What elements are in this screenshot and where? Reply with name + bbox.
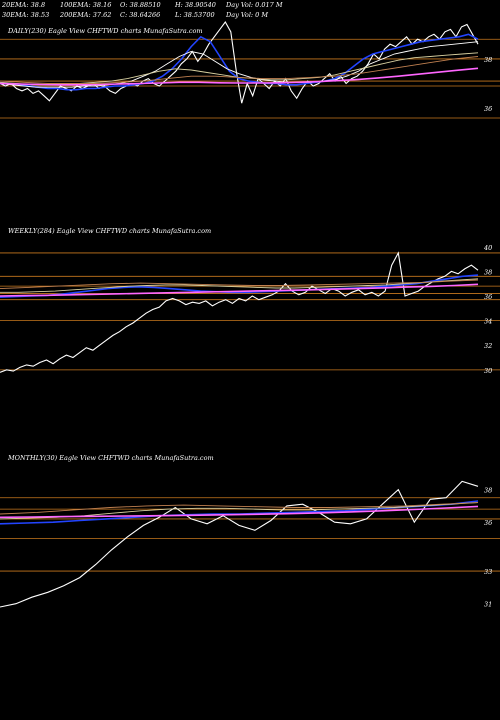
y-tick-label: 38 bbox=[484, 487, 492, 495]
y-tick-label: 33 bbox=[484, 568, 492, 576]
y-tick-label: 32 bbox=[484, 342, 492, 350]
stat-20ema: 20EMA: 38.8 bbox=[1, 1, 45, 9]
y-tick-label: 38 bbox=[484, 56, 492, 64]
series-c08050-line bbox=[0, 502, 479, 515]
series-c08050-line bbox=[0, 279, 479, 290]
stat-close: C: 38.64266 bbox=[120, 11, 160, 19]
series-2244ff-line bbox=[0, 33, 479, 91]
series-c08050-line bbox=[0, 56, 479, 84]
series-ffffff-line bbox=[0, 20, 479, 104]
stat-low: L: 38.53700 bbox=[174, 11, 215, 19]
series-ff66ff-line bbox=[0, 67, 479, 86]
panel-title: WEEKLY(284) Eagle View CHFTWD charts Mun… bbox=[8, 227, 211, 235]
series-2244ff-line bbox=[0, 500, 479, 525]
daily-panel: DAILY(230) Eagle View CHFTWD charts Muna… bbox=[0, 20, 500, 119]
stat-open: O: 38.88510 bbox=[120, 1, 161, 9]
series-ff66ff-line bbox=[0, 283, 479, 297]
y-tick-label: 31 bbox=[484, 601, 492, 609]
panel-title: DAILY(230) Eagle View CHFTWD charts Muna… bbox=[7, 27, 203, 35]
stat-high: H: 38.90540 bbox=[174, 1, 216, 9]
stat-200ema: 200EMA: 37.62 bbox=[59, 11, 111, 19]
y-tick-label: 36 bbox=[484, 105, 492, 113]
series-d8d0a0-line bbox=[0, 278, 479, 293]
panel-title: MONTHLY(30) Eagle View CHFTWD charts Mun… bbox=[7, 454, 214, 462]
y-tick-label: 36 bbox=[484, 293, 492, 301]
y-tick-label: 38 bbox=[484, 268, 492, 276]
monthly-panel: MONTHLY(30) Eagle View CHFTWD charts Mun… bbox=[0, 454, 500, 609]
y-tick-label: 36 bbox=[484, 519, 492, 527]
y-tick-label: 34 bbox=[484, 318, 492, 326]
stat-day-vol-2: Day Vol: 0 M bbox=[225, 11, 268, 19]
weekly-panel: WEEKLY(284) Eagle View CHFTWD charts Mun… bbox=[0, 227, 500, 375]
series-2244ff-line bbox=[0, 274, 479, 298]
series-ff66ff-line bbox=[0, 505, 479, 519]
stat-100ema: 100EMA: 38.16 bbox=[60, 1, 111, 9]
header-stats: 20EMA: 38.8 100EMA: 38.16 O: 38.88510 H:… bbox=[1, 1, 283, 19]
y-tick-label: 30 bbox=[484, 367, 492, 375]
series-ffffff-line bbox=[0, 251, 479, 373]
series-d8d0a0-line bbox=[0, 52, 479, 86]
stat-day-vol: Day Vol: 0.017 M bbox=[225, 1, 283, 9]
series-ffffff-line bbox=[0, 41, 479, 88]
y-tick-label: 40 bbox=[483, 244, 492, 252]
stat-30ema: 30EMA: 38.53 bbox=[2, 11, 49, 19]
series-ffffff-line bbox=[0, 480, 479, 608]
